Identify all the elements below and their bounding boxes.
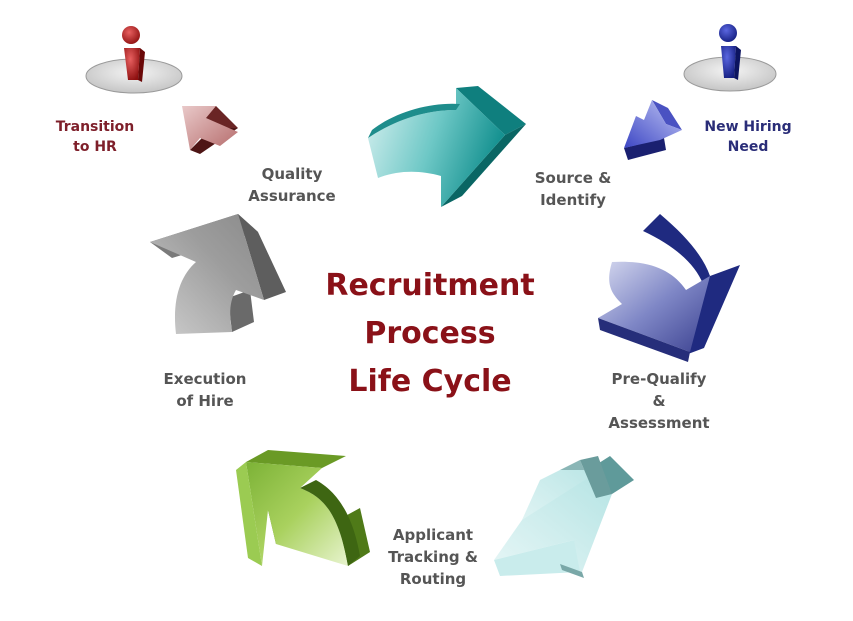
arrow-to-source-identify [368, 86, 526, 207]
info-person-icon [85, 26, 183, 94]
stage-label-pre-qualify: Pre-Qualify & Assessment [608, 370, 710, 432]
stage-label-applicant-tracking: Applicant Tracking & Routing [388, 526, 478, 588]
title-line-1: Recruitment [325, 268, 535, 303]
exit-label-transition-to-hr: Transition to HR [55, 119, 135, 155]
stage-label-execution-of-hire: Execution of Hire [163, 370, 247, 410]
info-person-icon [683, 24, 777, 92]
exit-arrow [182, 106, 238, 154]
stage-label-source-identify: Source & Identify [534, 169, 612, 209]
arrow-to-quality-assurance [150, 214, 286, 334]
diagram-title: Recruitment Process Life Cycle [300, 262, 560, 406]
title-line-3: Life Cycle [348, 364, 512, 399]
stage-label-quality-assurance: Quality Assurance [248, 165, 336, 205]
entry-arrow [624, 100, 682, 160]
title-line-2: Process [364, 316, 496, 351]
arrow-to-pre-qualify [598, 214, 740, 362]
arrow-to-applicant-tracking [494, 456, 634, 578]
arrow-to-execution-of-hire [236, 450, 370, 566]
entry-label-new-hiring-need: New Hiring Need [704, 119, 792, 155]
